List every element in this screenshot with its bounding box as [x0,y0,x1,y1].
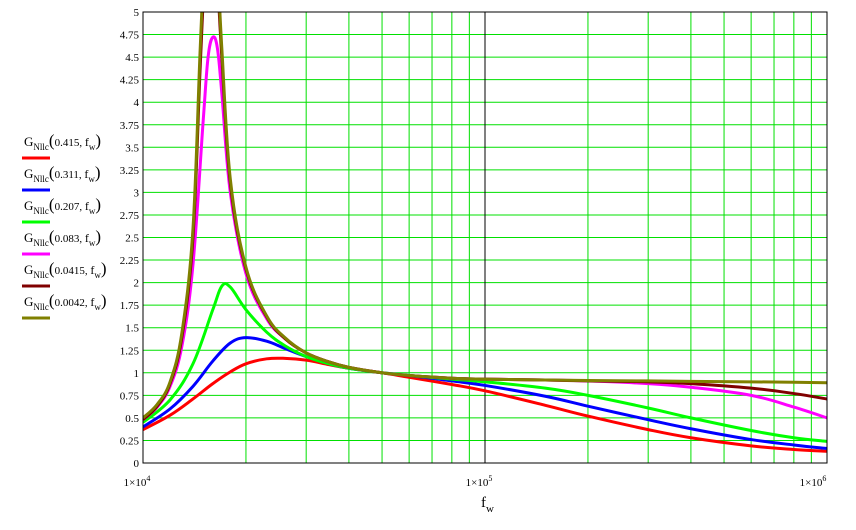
legend-label: GNllc(0.207, fw) [24,195,101,216]
svg-text:1×104: 1×104 [124,474,151,489]
y-tick-label: 4.5 [125,52,139,64]
y-tick-label: 0.5 [125,413,139,425]
plot-frame [142,11,828,464]
legend-label: GNllc(0.415, fw) [24,131,101,152]
legend-label: GNllc(0.311, fw) [24,163,101,184]
y-tick-label: 2 [134,278,140,290]
y-tick-label: 1.5 [125,323,139,335]
legend-item: GNllc(0.0042, fw) [22,291,106,320]
legend: GNllc(0.415, fw) GNllc(0.311, fw) GNllc(0.… [22,131,106,320]
legend-label: GNllc(0.083, fw) [24,227,101,248]
y-tick-label: 2.25 [120,255,140,267]
x-tick-label: 1×106 [800,474,827,489]
y-tick-label: 1.25 [120,345,140,357]
y-tick-label: 1 [134,368,140,380]
y-tick-label: 3 [134,187,140,199]
grid [142,11,828,464]
legend-item: GNllc(0.0415, fw) [22,259,106,288]
x-tick-label: 1×104 [124,474,151,489]
svg-text:1×106: 1×106 [800,474,827,489]
legend-label: GNllc(0.0042, fw) [24,291,106,312]
x-tick-label: 1×105 [466,474,493,489]
legend-item: GNllc(0.415, fw) [22,131,101,160]
x-axis-label: fw [481,495,494,515]
y-axis-ticks: 0 0.25 0.5 0.75 1 1.25 1.5 1.75 2 2.25 2.5 2.75 3 3.2… [120,7,140,470]
legend-item: GNllc(0.311, fw) [22,163,101,192]
y-tick-label: 2.5 [125,233,139,245]
y-tick-label: 0 [134,458,140,470]
series-group [143,12,827,453]
y-tick-label: 0.75 [120,390,140,402]
y-tick-label: 4 [134,97,140,109]
legend-item: GNllc(0.207, fw) [22,195,101,224]
y-tick-label: 2.75 [120,210,140,222]
y-tick-label: 3.75 [120,120,140,132]
svg-text:1×105: 1×105 [466,474,493,489]
x-axis-ticks: 1×104 1×105 1×106 [124,474,827,489]
series-line-5 [143,12,827,420]
y-tick-label: 3.5 [125,142,139,154]
y-tick-label: 4.25 [120,75,140,87]
y-tick-label: 4.75 [120,30,140,42]
y-tick-label: 5 [134,7,140,19]
y-tick-label: 1.75 [120,300,140,312]
legend-item: GNllc(0.083, fw) [22,227,101,256]
y-tick-label: 0.25 [120,435,140,447]
legend-label: GNllc(0.0415, fw) [24,259,106,280]
y-tick-label: 3.25 [120,165,140,177]
